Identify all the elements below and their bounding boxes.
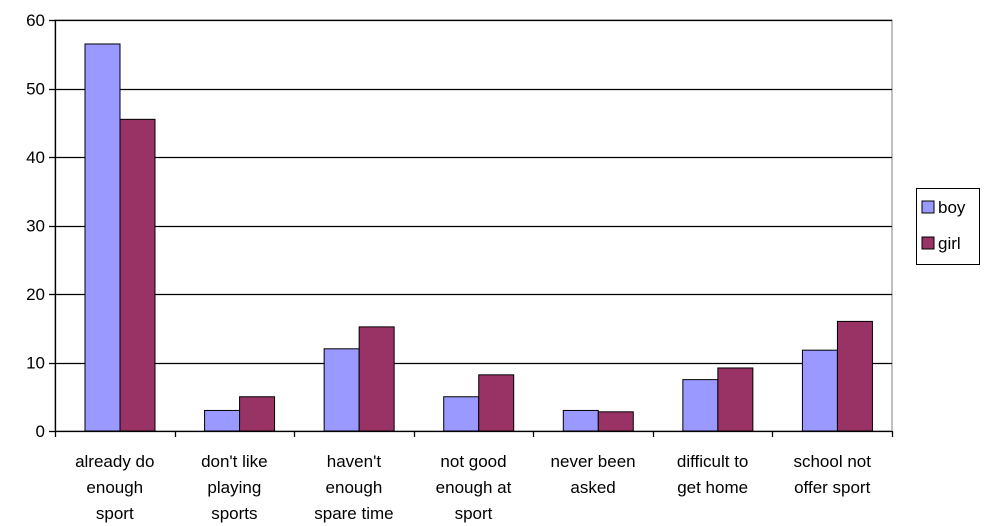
bar-boy-5 [682, 379, 719, 432]
bar-boy-0 [84, 43, 121, 432]
x-tick-label: offer sport [794, 478, 871, 497]
x-tick-label: school not [793, 452, 871, 471]
x-tick-label: difficult to [677, 452, 749, 471]
bar-girl-5 [717, 367, 754, 432]
x-tick-label: asked [570, 478, 615, 497]
y-tick-label: 20 [26, 285, 45, 304]
plot-area-frame [54, 19, 893, 432]
legend-label-boy: boy [938, 198, 966, 217]
x-tick-label: never been [551, 452, 636, 471]
x-tick-label: get home [677, 478, 748, 497]
x-tick-label: sport [455, 504, 493, 523]
legend-swatch-girl [921, 236, 935, 250]
bar-girl-1 [239, 396, 276, 432]
y-tick-label: 0 [36, 422, 45, 441]
bar-boy-6 [801, 349, 838, 432]
bars [84, 43, 873, 432]
x-tick-label: enough [86, 478, 143, 497]
legend: boy girl [916, 188, 980, 265]
x-tick-label: sport [96, 504, 134, 523]
bar-boy-3 [443, 396, 480, 432]
x-tick-label: spare time [314, 504, 393, 523]
y-tick-label: 10 [26, 354, 45, 373]
bar-girl-0 [119, 118, 156, 432]
bar-girl-6 [836, 320, 873, 432]
y-tick-label: 50 [26, 80, 45, 99]
x-tick-label: enough at [436, 478, 512, 497]
y-axis-tick-labels: 0 10 20 30 40 50 60 [26, 11, 45, 441]
x-tick-label: playing [207, 478, 261, 497]
gridlines [54, 19, 893, 432]
x-axis-tick-labels: already do enough sport don't like playing sp… [75, 452, 871, 523]
bar-boy-2 [323, 348, 360, 432]
x-tick-label: already do [75, 452, 154, 471]
axes [49, 19, 894, 437]
y-tick-label: 30 [26, 217, 45, 236]
x-tick-label: don't like [201, 452, 268, 471]
x-tick-label: enough [326, 478, 383, 497]
bar-girl-4 [597, 411, 634, 432]
legend-swatch-boy [921, 200, 935, 214]
legend-label-girl: girl [938, 234, 961, 253]
bar-boy-1 [204, 409, 241, 432]
x-tick-label: haven't [327, 452, 382, 471]
x-tick-label: sports [211, 504, 257, 523]
x-tick-label: not good [440, 452, 506, 471]
bar-girl-3 [478, 374, 515, 432]
y-tick-label: 60 [26, 11, 45, 30]
bar-boy-4 [562, 409, 599, 432]
bar-girl-2 [358, 326, 395, 432]
y-tick-label: 40 [26, 148, 45, 167]
